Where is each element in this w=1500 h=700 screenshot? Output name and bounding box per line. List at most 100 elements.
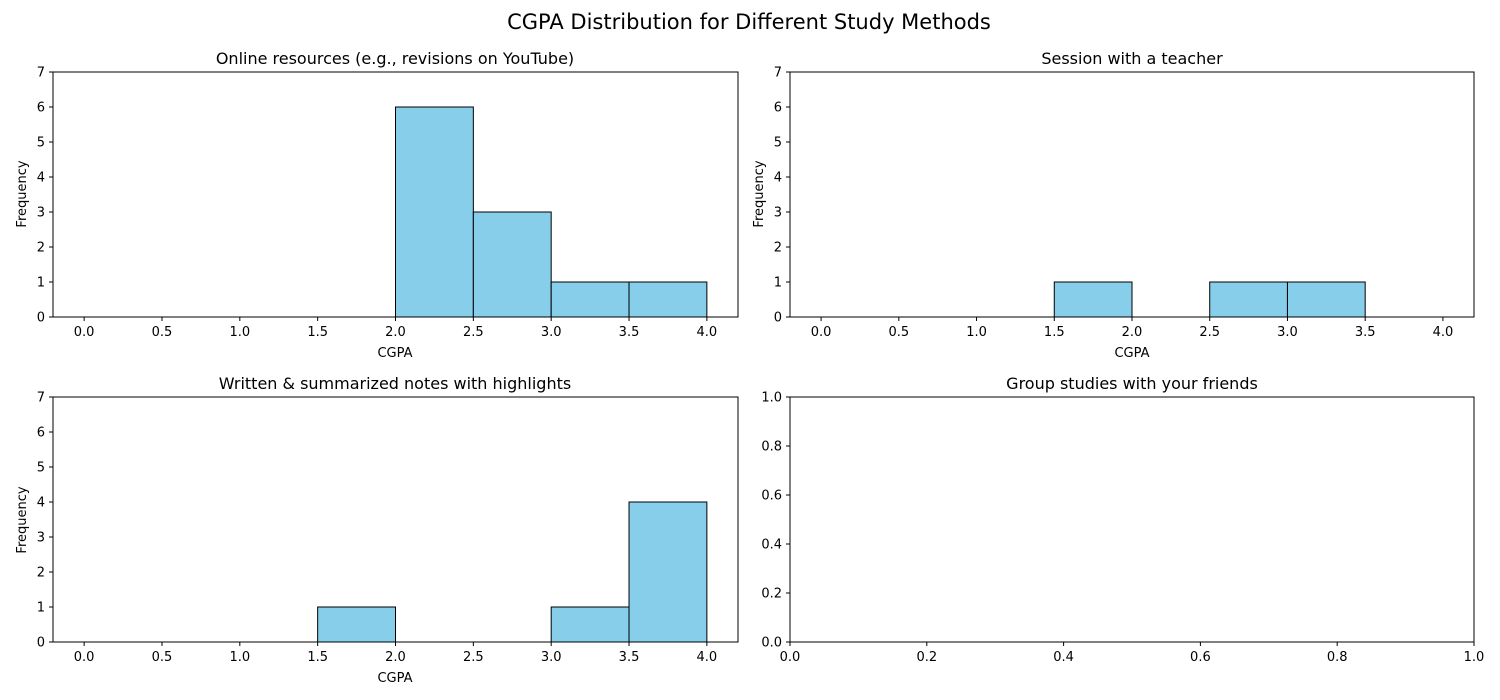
subplot-online-resources: Online resources (e.g., revisions on You…	[15, 49, 739, 361]
x-ticks: 0.0 0.5 1.0 1.5 2.0 2.5 3.0 3.5 4.0	[74, 317, 717, 340]
y-tick-label: 5	[37, 461, 45, 476]
y-tick-label: 0	[774, 311, 782, 326]
histogram-bar	[472, 211, 552, 318]
bars	[395, 106, 708, 318]
x-tick-label: 1.5	[1044, 325, 1065, 340]
y-ticks: 0 1 2 3 4 5 6 7	[774, 66, 790, 326]
x-tick-label: 3.5	[619, 650, 640, 665]
x-ticks: 0.0 0.5 1.0 1.5 2.0 2.5 3.0 3.5 4.0	[74, 642, 717, 665]
x-axis-label: CGPA	[377, 346, 412, 361]
x-tick-label: 0.0	[811, 325, 832, 340]
y-tick-label: 0.2	[761, 587, 782, 602]
y-axis-label: Frequency	[15, 160, 30, 227]
figure-title: CGPA Distribution for Different Study Me…	[507, 10, 991, 34]
y-tick-label: 0	[37, 636, 45, 651]
y-ticks: 0 1 2 3 4 5 6 7	[37, 66, 53, 326]
histogram-bar	[1209, 281, 1288, 318]
y-tick-label: 7	[37, 391, 45, 406]
subplot-session-with-teacher: Session with a teacher 0.0 0.5 1.0 1.5 2.0 2.…	[752, 49, 1475, 361]
x-tick-label: 1.0	[1464, 650, 1485, 665]
y-tick-label: 2	[37, 241, 45, 256]
y-tick-label: 6	[774, 101, 782, 116]
y-tick-label: 4	[774, 171, 782, 186]
y-tick-label: 6	[37, 426, 45, 441]
x-tick-label: 0.0	[780, 650, 801, 665]
bars	[317, 501, 708, 643]
x-tick-label: 0.0	[74, 650, 95, 665]
x-tick-label: 0.5	[152, 325, 173, 340]
y-tick-label: 5	[37, 136, 45, 151]
x-tick-label: 1.5	[307, 650, 328, 665]
histogram-bar	[628, 281, 708, 318]
y-tick-label: 7	[37, 66, 45, 81]
histogram-bar	[550, 606, 630, 643]
subplot-title: Session with a teacher	[1041, 49, 1223, 68]
y-tick-label: 6	[37, 101, 45, 116]
y-tick-label: 7	[774, 66, 782, 81]
y-tick-label: 0.0	[761, 636, 782, 651]
x-tick-label: 1.5	[307, 325, 328, 340]
x-tick-label: 1.0	[966, 325, 987, 340]
x-tick-label: 0.2	[916, 650, 937, 665]
x-tick-label: 0.6	[1190, 650, 1211, 665]
x-axis-label: CGPA	[1114, 346, 1149, 361]
x-tick-label: 0.0	[74, 325, 95, 340]
histogram-bar	[395, 106, 474, 318]
y-axis-label: Frequency	[752, 160, 767, 227]
y-ticks: 0.0 0.2 0.4 0.6 0.8 1.0	[761, 391, 790, 651]
y-tick-label: 1	[774, 276, 782, 291]
x-tick-label: 3.0	[1277, 325, 1298, 340]
x-tick-label: 0.8	[1327, 650, 1348, 665]
x-tick-label: 3.0	[541, 325, 562, 340]
y-tick-label: 3	[37, 206, 45, 221]
y-tick-label: 3	[774, 206, 782, 221]
histogram-bar	[1286, 281, 1366, 318]
x-tick-label: 2.0	[385, 650, 406, 665]
x-axis-label: CGPA	[377, 671, 412, 686]
x-tick-label: 2.5	[463, 650, 484, 665]
y-tick-label: 0.6	[761, 489, 782, 504]
x-tick-label: 4.0	[1433, 325, 1454, 340]
subplot-group-studies: Group studies with your friends 0.0 0.2 0.…	[761, 374, 1484, 665]
subplot-title: Group studies with your friends	[1006, 374, 1258, 393]
y-tick-label: 0.8	[761, 440, 782, 455]
y-tick-label: 0	[37, 311, 45, 326]
x-tick-label: 0.5	[888, 325, 909, 340]
subplot-written-notes: Written & summarized notes with highligh…	[15, 374, 739, 686]
x-tick-label: 4.0	[697, 325, 718, 340]
y-tick-label: 1	[37, 601, 45, 616]
x-tick-label: 1.0	[229, 650, 250, 665]
histogram-bar	[628, 501, 708, 643]
axes-frame	[789, 71, 1475, 318]
x-tick-label: 2.5	[1199, 325, 1220, 340]
x-tick-label: 0.5	[152, 650, 173, 665]
subplot-title: Online resources (e.g., revisions on You…	[216, 49, 574, 68]
y-tick-label: 3	[37, 531, 45, 546]
x-tick-label: 3.0	[541, 650, 562, 665]
x-tick-label: 2.0	[1122, 325, 1143, 340]
histogram-bar	[550, 281, 630, 318]
y-tick-label: 2	[774, 241, 782, 256]
histogram-bar	[1053, 281, 1133, 318]
x-ticks: 0.0 0.2 0.4 0.6 0.8 1.0	[780, 642, 1485, 665]
histogram-bar	[317, 606, 396, 643]
y-axis-label: Frequency	[15, 486, 30, 553]
x-tick-label: 2.5	[463, 325, 484, 340]
y-tick-label: 1	[37, 276, 45, 291]
x-tick-label: 4.0	[697, 650, 718, 665]
x-tick-label: 2.0	[385, 325, 406, 340]
subplot-title: Written & summarized notes with highligh…	[219, 374, 571, 393]
y-tick-label: 2	[37, 566, 45, 581]
y-tick-label: 4	[37, 496, 45, 511]
bars	[1053, 281, 1366, 318]
x-ticks: 0.0 0.5 1.0 1.5 2.0 2.5 3.0 3.5 4.0	[811, 317, 1454, 340]
x-tick-label: 1.0	[229, 325, 250, 340]
y-tick-label: 0.4	[761, 538, 782, 553]
y-tick-label: 4	[37, 171, 45, 186]
x-tick-label: 3.5	[1355, 325, 1376, 340]
axes-frame	[789, 396, 1475, 643]
x-tick-label: 0.4	[1053, 650, 1074, 665]
y-tick-label: 1.0	[761, 391, 782, 406]
y-tick-label: 5	[774, 136, 782, 151]
